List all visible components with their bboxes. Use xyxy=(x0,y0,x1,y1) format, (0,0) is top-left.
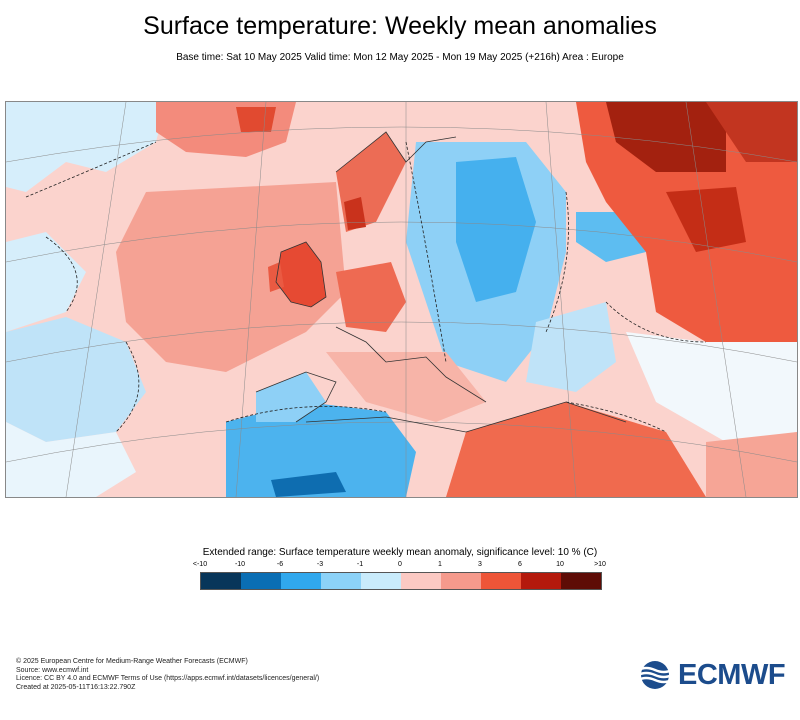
copyright-text: © 2025 European Centre for Medium-Range … xyxy=(16,658,248,665)
legend-tick: >10 xyxy=(594,561,606,568)
map-subtitle: Base time: Sat 10 May 2025 Valid time: M… xyxy=(176,52,624,63)
region-west-atlantic-pale xyxy=(6,232,86,332)
region-norway-dark xyxy=(344,197,366,230)
legend-tick: 3 xyxy=(478,561,482,568)
graticule xyxy=(6,102,797,497)
legend-swatch xyxy=(361,573,401,589)
legend-swatch xyxy=(521,573,561,589)
legend-tick: 0 xyxy=(398,561,402,568)
region-great-britain xyxy=(276,242,326,307)
legend-tick: <-10 xyxy=(192,561,208,568)
region-southwest-atlantic-white xyxy=(6,422,136,497)
region-greenland-dark xyxy=(236,107,276,132)
legend-tick: 10 xyxy=(556,561,564,568)
legend-swatch xyxy=(401,573,441,589)
anomaly-map-canvas xyxy=(6,102,797,497)
region-southwest-atlantic-blue xyxy=(6,317,146,442)
legend-tick: -10 xyxy=(234,561,246,568)
map-title: Surface temperature: Weekly mean anomali… xyxy=(143,12,657,40)
source-text: Source: www.ecmwf.int xyxy=(16,666,89,674)
ecmwf-globe-icon xyxy=(637,661,673,689)
legend-swatch xyxy=(321,573,361,589)
anomaly-map[interactable] xyxy=(5,101,798,498)
region-atlantic-pink xyxy=(116,182,346,372)
ecmwf-logo: ECMWF xyxy=(636,658,786,691)
region-russia-dark-south xyxy=(666,187,746,252)
region-russia-dark-east xyxy=(706,102,797,162)
region-northwest-africa-blue xyxy=(226,402,416,497)
legend-colorbar xyxy=(200,572,602,590)
legend-tick: -3 xyxy=(316,561,324,568)
legend-swatch xyxy=(281,573,321,589)
region-ireland xyxy=(268,262,284,292)
region-north-africa-red xyxy=(446,402,706,497)
legend-ticks: <-10 -10 -6 -3 -1 0 1 3 6 10 >10 xyxy=(193,561,606,571)
footer-credits: © 2025 European Centre for Medium-Range … xyxy=(16,658,319,692)
legend-tick: 6 xyxy=(518,561,522,568)
legend-swatch xyxy=(241,573,281,589)
legend-tick: 1 xyxy=(438,561,442,568)
region-iberia-blue xyxy=(256,372,326,422)
region-france-red xyxy=(336,262,406,332)
legend-swatch xyxy=(441,573,481,589)
legend-swatch xyxy=(561,573,601,589)
significance-contours xyxy=(25,141,707,433)
region-arabia-pink xyxy=(706,432,797,497)
legend-swatch xyxy=(481,573,521,589)
region-eastern-europe-core xyxy=(456,157,536,302)
ecmwf-logo-text: ECMWF xyxy=(678,658,786,691)
region-sahara-dark-blue xyxy=(271,472,346,497)
legend-title: Extended range: Surface temperature week… xyxy=(202,547,598,558)
legend-tick: -6 xyxy=(276,561,284,568)
region-russia-dark-north xyxy=(606,102,726,172)
created-text: Created at 2025-05-11T16:13:22.790Z xyxy=(16,683,136,691)
coastlines xyxy=(255,131,627,433)
region-north-atlantic-pale xyxy=(6,102,166,192)
licence-text: Licence: CC BY 4.0 and ECMWF Terms of Us… xyxy=(16,675,320,683)
region-black-sea-pale xyxy=(526,302,616,392)
region-middle-east-white xyxy=(626,332,797,442)
legend-tick: -1 xyxy=(356,561,364,568)
legend-swatch xyxy=(201,573,241,589)
